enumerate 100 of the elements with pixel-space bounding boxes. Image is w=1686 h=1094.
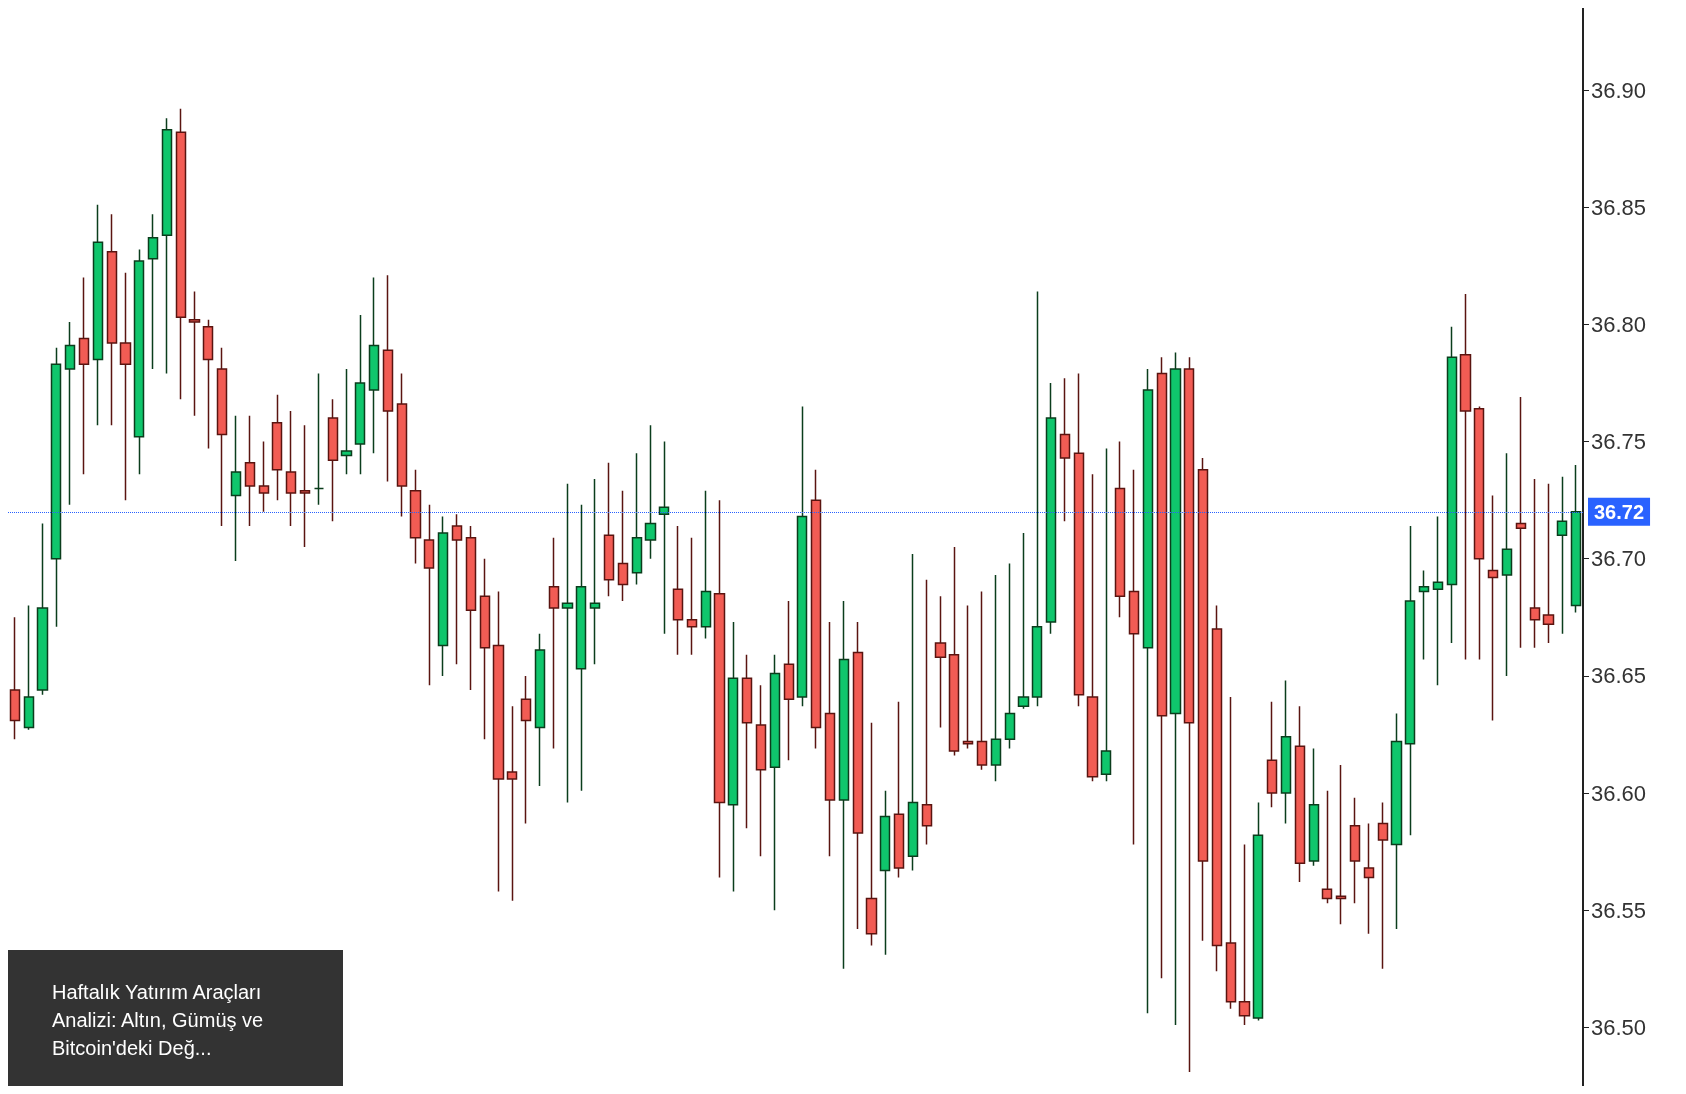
candlestick [230, 415, 242, 562]
candlestick [78, 276, 90, 476]
candlestick [313, 372, 325, 506]
candlestick [1308, 747, 1320, 867]
candlestick [561, 482, 574, 804]
candlestick [893, 700, 905, 879]
candlestick [202, 318, 214, 450]
candlestick [1045, 382, 1057, 635]
candlestick [755, 684, 767, 858]
candlestick [575, 504, 587, 792]
candlestick [437, 515, 449, 677]
candlestick [258, 440, 270, 513]
candlestick [423, 504, 435, 687]
candlestick [713, 499, 726, 879]
candlestick [244, 415, 256, 527]
candlestick [285, 410, 297, 527]
candlestick [907, 553, 919, 872]
candlestick [1169, 351, 1182, 1026]
candlestick [658, 440, 670, 635]
candlestick [50, 347, 62, 628]
candlestick [161, 117, 173, 375]
candlestick [1294, 705, 1306, 883]
y-tick-label: 36.90 [1591, 77, 1647, 103]
candlestick [36, 522, 49, 696]
y-tick-label: 36.60 [1591, 780, 1647, 806]
y-tick-label: 36.50 [1591, 1014, 1647, 1040]
candlestick [741, 654, 753, 829]
candlestick [271, 393, 283, 501]
candlestick [838, 600, 850, 970]
candlestick [1073, 372, 1085, 708]
candlestick [382, 274, 394, 483]
candlestick [1321, 789, 1333, 904]
candlestick [631, 452, 643, 586]
candlestick [783, 600, 795, 762]
ref-line-label: 36.72 [1594, 500, 1645, 523]
candlestick [1473, 405, 1485, 661]
candlestick [976, 590, 988, 771]
candlestick [1100, 447, 1112, 783]
y-tick-label: 36.55 [1591, 897, 1647, 923]
candlestick [727, 621, 739, 893]
candlestick [216, 347, 228, 527]
candlestick [299, 424, 311, 548]
candlestick [1432, 515, 1444, 687]
candlestick [1349, 797, 1361, 904]
candlestick [354, 314, 366, 476]
candlestick [1197, 457, 1209, 942]
y-tick-label: 36.70 [1591, 546, 1647, 572]
candlestick [1487, 494, 1499, 722]
candlestick [451, 513, 463, 665]
candlestick [686, 536, 698, 656]
candlestick [1335, 764, 1347, 926]
candlestick [1238, 843, 1251, 1026]
candlestick [1280, 679, 1292, 825]
candlestick [506, 705, 518, 902]
candlestick [1418, 569, 1430, 661]
candlestick [1404, 525, 1416, 836]
candlestick [1031, 290, 1043, 708]
candlestick [1142, 368, 1154, 1015]
candlestick [409, 468, 422, 565]
candlestick [119, 272, 132, 501]
candlestick [492, 590, 505, 893]
candlestick [1459, 293, 1472, 661]
candlestick [1183, 356, 1195, 1073]
candlestick [548, 536, 560, 750]
candlestick [147, 213, 159, 370]
candlestick [1542, 482, 1555, 644]
candlestick [589, 478, 601, 665]
candlestick [990, 574, 1002, 783]
candlestick [1156, 356, 1168, 979]
candlestick [603, 461, 615, 597]
candlestick [188, 290, 201, 417]
candlestick [796, 405, 808, 708]
candlestick [520, 675, 532, 825]
y-tick-label: 36.75 [1591, 429, 1647, 455]
candlestick [1086, 473, 1099, 783]
caption-panel: Haftalık Yatırım Araçları Analizi: Altın, Gümüş ve Bitcoin'deki Değ... [8, 950, 343, 1086]
candlestick [1004, 562, 1016, 750]
candlestick [327, 398, 339, 522]
candlestick [810, 468, 822, 750]
candlestick [879, 789, 891, 956]
candlestick [1017, 532, 1030, 710]
candlestick [465, 525, 477, 691]
candlestick [534, 632, 546, 787]
candlestick [934, 595, 947, 729]
y-tick-label: 36.65 [1591, 663, 1647, 689]
y-tick-label: 36.85 [1591, 194, 1647, 220]
candlestick [1515, 396, 1527, 649]
candlestick [1225, 696, 1237, 1010]
y-tick-label: 36.80 [1591, 311, 1647, 337]
candlestick [921, 579, 933, 846]
candlestick [672, 525, 684, 656]
candlestick [1059, 377, 1071, 522]
candlestick [1114, 440, 1126, 619]
candlestick [700, 490, 712, 640]
candlestick [1211, 604, 1223, 972]
candlestick [1556, 475, 1568, 635]
candlestick [133, 248, 145, 476]
candlestick [64, 321, 76, 506]
candlestick [1501, 452, 1513, 677]
candlestick [340, 368, 353, 476]
